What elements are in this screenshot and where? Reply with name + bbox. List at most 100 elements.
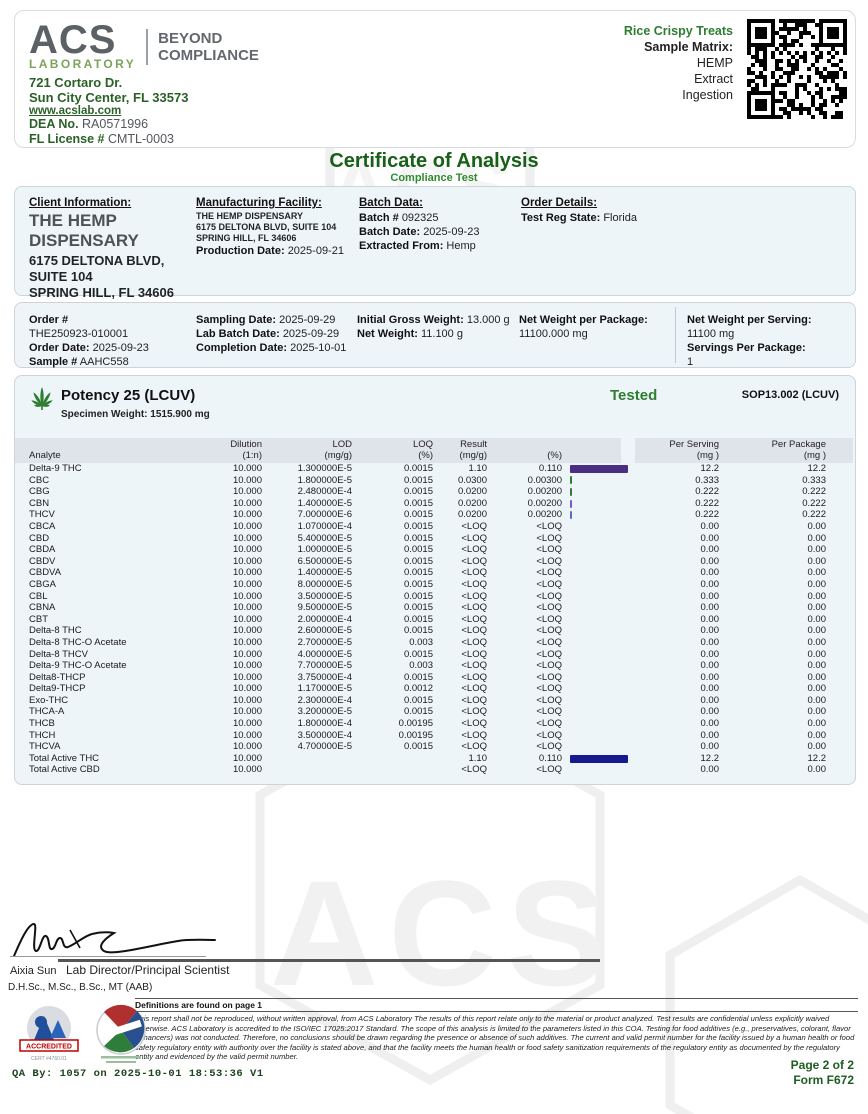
result-bar-cell: [562, 544, 628, 556]
column-header: [562, 438, 628, 463]
analyte-name: CBG: [29, 486, 50, 498]
client-name: THE HEMP DISPENSARY: [29, 211, 139, 250]
analyte-row: THCB 10.000 1.800000E-4 0.00195 <LOQ <LOQ 0.00…: [15, 718, 853, 730]
lod-value: 3.200000E-5: [297, 706, 352, 718]
dilution-value: 10.000: [232, 671, 262, 683]
per-package-value: 0.00: [807, 590, 827, 602]
page-info: Page 2 of 2 Form F672: [791, 1058, 854, 1088]
signer-name: Aixia Sun: [10, 965, 57, 977]
analyte-name: Delta-8 THC-O Acetate: [29, 636, 127, 648]
lod-value: 2.300000E-4: [297, 694, 352, 706]
column-header: Result (mg/g): [433, 438, 487, 463]
result-value: <LOQ: [461, 648, 487, 660]
servings-value: 1: [687, 356, 694, 368]
test-reg-value: Florida: [603, 212, 637, 224]
percent-value: 0.00300: [527, 474, 562, 486]
state-lab-seal: [96, 1004, 146, 1063]
sample-summary: Rice Crispy Treats Sample Matrix: HEMP E…: [513, 23, 733, 103]
result-bar: [570, 754, 628, 763]
per-serving-value: 0.00: [700, 578, 720, 590]
result-value: <LOQ: [461, 741, 487, 753]
percent-value: <LOQ: [536, 764, 562, 776]
result-value: 0.0200: [457, 486, 487, 498]
loq-value: 0.0015: [403, 474, 433, 486]
signature-line: [10, 956, 206, 957]
sample-matrix-line: Ingestion: [682, 88, 733, 102]
order-no-label: Order #: [29, 314, 69, 326]
analyte-row: Delta8-THCP 10.000 3.750000E-4 0.0015 <LOQ <L…: [15, 672, 853, 684]
per-package-value: 0.00: [807, 520, 827, 532]
analyte-name: CBGA: [29, 578, 56, 590]
potency-table: Analyte Dilution (1:n) LOD (mg/g) LOQ (%) Resul…: [15, 438, 853, 776]
result-bar-cell: [562, 509, 628, 521]
sample-matrix-line: HEMP: [696, 56, 733, 70]
sample-matrix-line: Extract: [694, 72, 733, 86]
batch-no-label: Batch #: [359, 212, 399, 224]
cannabis-leaf-icon: [31, 387, 53, 410]
dilution-value: 10.000: [232, 590, 262, 602]
analyte-name: THCB: [29, 718, 55, 730]
column-header: Per Serving (mg ): [621, 438, 719, 463]
percent-value: 0.00200: [527, 497, 562, 509]
result-value: <LOQ: [461, 590, 487, 602]
analyte-name: CBT: [29, 613, 48, 625]
sample-matrix-label: Sample Matrix:: [644, 40, 733, 54]
lab-website-link[interactable]: www.acslab.com: [29, 105, 122, 117]
result-bar-cell: [562, 753, 628, 765]
loq-value: 0.0015: [403, 486, 433, 498]
result-bar: [570, 487, 572, 496]
lod-value: 1.170000E-5: [297, 683, 352, 695]
result-value: <LOQ: [461, 694, 487, 706]
analyte-name: CBL: [29, 590, 48, 602]
per-package-value: 0.00: [807, 660, 827, 672]
result-bar-cell: [562, 695, 628, 707]
per-serving-value: 0.222: [695, 497, 719, 509]
percent-value: <LOQ: [536, 718, 562, 730]
per-serving-value: 12.2: [700, 752, 720, 764]
extracted-from-value: Hemp: [446, 240, 476, 252]
per-package-value: 0.00: [807, 636, 827, 648]
result-value: <LOQ: [461, 729, 487, 741]
lab-header-card: ACS LABORATORY BEYOND COMPLIANCE 721 Cor…: [14, 10, 856, 148]
logo-divider: [146, 29, 149, 65]
result-bar: [570, 511, 572, 520]
result-bar-cell: [562, 556, 628, 568]
analyte-row: CBT 10.000 2.000000E-4 0.0015 <LOQ <LOQ 0.00 0.…: [15, 614, 853, 626]
per-serving-value: 0.00: [700, 729, 720, 741]
lod-value: 3.500000E-5: [297, 590, 352, 602]
dilution-value: 10.000: [232, 660, 262, 672]
dilution-value: 10.000: [232, 718, 262, 730]
result-bar-cell: [562, 683, 628, 695]
percent-value: 0.00200: [527, 486, 562, 498]
qr-code: [747, 19, 847, 119]
dilution-value: 10.000: [232, 463, 262, 474]
pkg-weight-label: Net Weight per Package:: [519, 314, 648, 326]
extracted-from-label: Extracted From:: [359, 240, 444, 252]
per-package-value: 0.00: [807, 718, 827, 730]
result-bar-cell: [562, 706, 628, 718]
analyte-row: THCA-A 10.000 3.200000E-5 0.0015 <LOQ <LOQ 0.0…: [15, 706, 853, 718]
lod-value: 2.700000E-5: [297, 636, 352, 648]
document-subtitle: Compliance Test: [390, 172, 478, 184]
result-bar-cell: [562, 660, 628, 672]
analyte-name: Delta-9 THC: [29, 463, 82, 474]
lab-batch-date-label: Lab Batch Date:: [196, 328, 280, 340]
analyte-name: CBC: [29, 474, 50, 486]
result-bar: [570, 499, 572, 508]
lod-value: 4.700000E-5: [297, 741, 352, 753]
dilution-value: 10.000: [232, 741, 262, 753]
result-value: 0.0200: [457, 509, 487, 521]
analyte-name: CBD: [29, 532, 50, 544]
disclaimer-text: This report shall not be reproduced, wit…: [135, 1014, 855, 1062]
lod-value: 2.480000E-4: [297, 486, 352, 498]
gross-weight-value: 13.000 g: [466, 314, 510, 326]
per-serving-value: 0.00: [700, 520, 720, 532]
logo-laboratory-text: LABORATORY: [29, 57, 137, 71]
loq-value: 0.0015: [403, 509, 433, 521]
analyte-name: Total Active THC: [29, 752, 100, 764]
lod-value: 3.500000E-4: [297, 729, 352, 741]
analyte-row: CBC 10.000 1.800000E-5 0.0015 0.0300 0.00300 0…: [15, 475, 853, 487]
per-package-value: 0.00: [807, 532, 827, 544]
mfg-heading: Manufacturing Facility:: [196, 197, 322, 209]
column-header: Per Package (mg ): [719, 438, 853, 463]
